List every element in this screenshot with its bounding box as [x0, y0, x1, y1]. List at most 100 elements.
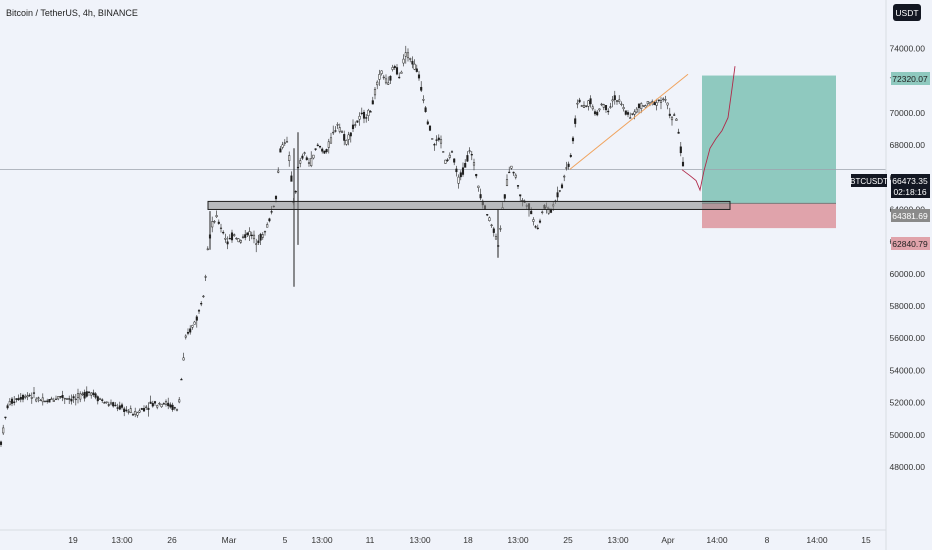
candle	[563, 174, 566, 182]
candle	[611, 96, 614, 108]
candle	[156, 404, 159, 410]
candle	[582, 101, 586, 108]
candle	[415, 64, 418, 73]
candle	[321, 147, 324, 154]
candle	[211, 216, 214, 233]
x-tick-label: 5	[283, 535, 288, 545]
candle	[316, 143, 319, 147]
current-price-label: 66473.35	[892, 176, 928, 186]
countdown-label: 02:18:16	[893, 187, 926, 197]
y-tick-label: 54000.00	[890, 365, 926, 375]
candle	[224, 233, 227, 243]
candle	[237, 238, 240, 243]
x-tick-label: 14:00	[806, 535, 828, 545]
x-tick-label: Mar	[222, 535, 237, 545]
stop-price-tag: 62840.79	[891, 237, 930, 250]
candle	[448, 152, 451, 160]
candle	[587, 99, 590, 111]
candle	[470, 151, 473, 161]
candle	[417, 70, 421, 81]
candle	[591, 104, 594, 111]
candle	[358, 112, 361, 126]
candle	[347, 131, 350, 146]
currency-button[interactable]: USDT	[893, 4, 921, 21]
candle	[382, 74, 385, 80]
plot-area[interactable]	[0, 45, 886, 447]
candle	[323, 150, 326, 154]
candle	[642, 105, 645, 107]
candle	[380, 70, 383, 76]
entry-price-label: 64381.69	[892, 211, 928, 221]
candle	[35, 397, 38, 403]
candle	[94, 392, 97, 400]
currency-button-label[interactable]: USDT	[895, 8, 918, 18]
candle	[182, 352, 185, 361]
candle	[145, 405, 148, 411]
candle	[294, 190, 297, 194]
projection-path[interactable]	[681, 66, 736, 192]
candle	[0, 440, 3, 447]
candle	[536, 224, 539, 230]
candle	[490, 223, 493, 228]
x-tick-label: 13:00	[607, 535, 629, 545]
profit-zone[interactable]	[702, 75, 836, 204]
candle	[213, 220, 216, 224]
candle	[151, 400, 154, 408]
candle	[532, 217, 535, 226]
candle	[567, 161, 570, 170]
candle	[635, 106, 638, 114]
x-tick-label: 13:00	[409, 535, 431, 545]
candle	[219, 223, 223, 233]
candle	[657, 99, 660, 103]
candles[interactable]	[0, 45, 685, 447]
candle	[318, 145, 322, 149]
candle	[435, 135, 438, 146]
candle	[96, 395, 99, 405]
candle	[668, 107, 671, 119]
candle	[343, 130, 346, 146]
candle	[255, 238, 258, 253]
candle	[666, 102, 669, 110]
candle	[571, 136, 575, 144]
candle	[169, 402, 172, 409]
candle	[510, 165, 513, 170]
candle	[468, 147, 471, 154]
candle	[19, 393, 22, 403]
candle	[367, 108, 370, 121]
candle	[290, 171, 293, 182]
candle	[310, 151, 313, 168]
candle	[83, 389, 86, 402]
candle	[602, 103, 605, 111]
candle	[580, 104, 583, 107]
candle	[393, 64, 396, 71]
candle	[336, 122, 339, 129]
candle	[670, 116, 674, 126]
candle	[136, 411, 139, 418]
candle	[373, 87, 377, 100]
candle	[112, 401, 115, 408]
candle	[420, 81, 423, 92]
trendline[interactable]	[569, 73, 689, 170]
stop-price-label: 62840.79	[892, 239, 928, 249]
candle	[677, 128, 680, 134]
candle	[659, 97, 663, 110]
candle	[637, 103, 641, 114]
candle	[585, 105, 588, 108]
candle	[123, 406, 126, 417]
candle	[455, 165, 458, 177]
candle	[351, 119, 355, 133]
candle	[307, 158, 311, 167]
candle	[620, 101, 623, 107]
candle	[494, 233, 498, 240]
candle	[384, 74, 388, 85]
candle	[477, 185, 480, 192]
candle	[50, 396, 53, 401]
candle	[283, 139, 286, 146]
candle	[235, 237, 238, 240]
support-zone[interactable]	[207, 200, 731, 210]
candle	[459, 170, 462, 181]
candle	[356, 120, 359, 124]
time-axis[interactable]: 19 13:00 26 Mar 5 13:00 11 13:00 18 13:00 25 13:00 A…	[0, 529, 886, 545]
y-tick-label: 58000.00	[890, 301, 926, 311]
